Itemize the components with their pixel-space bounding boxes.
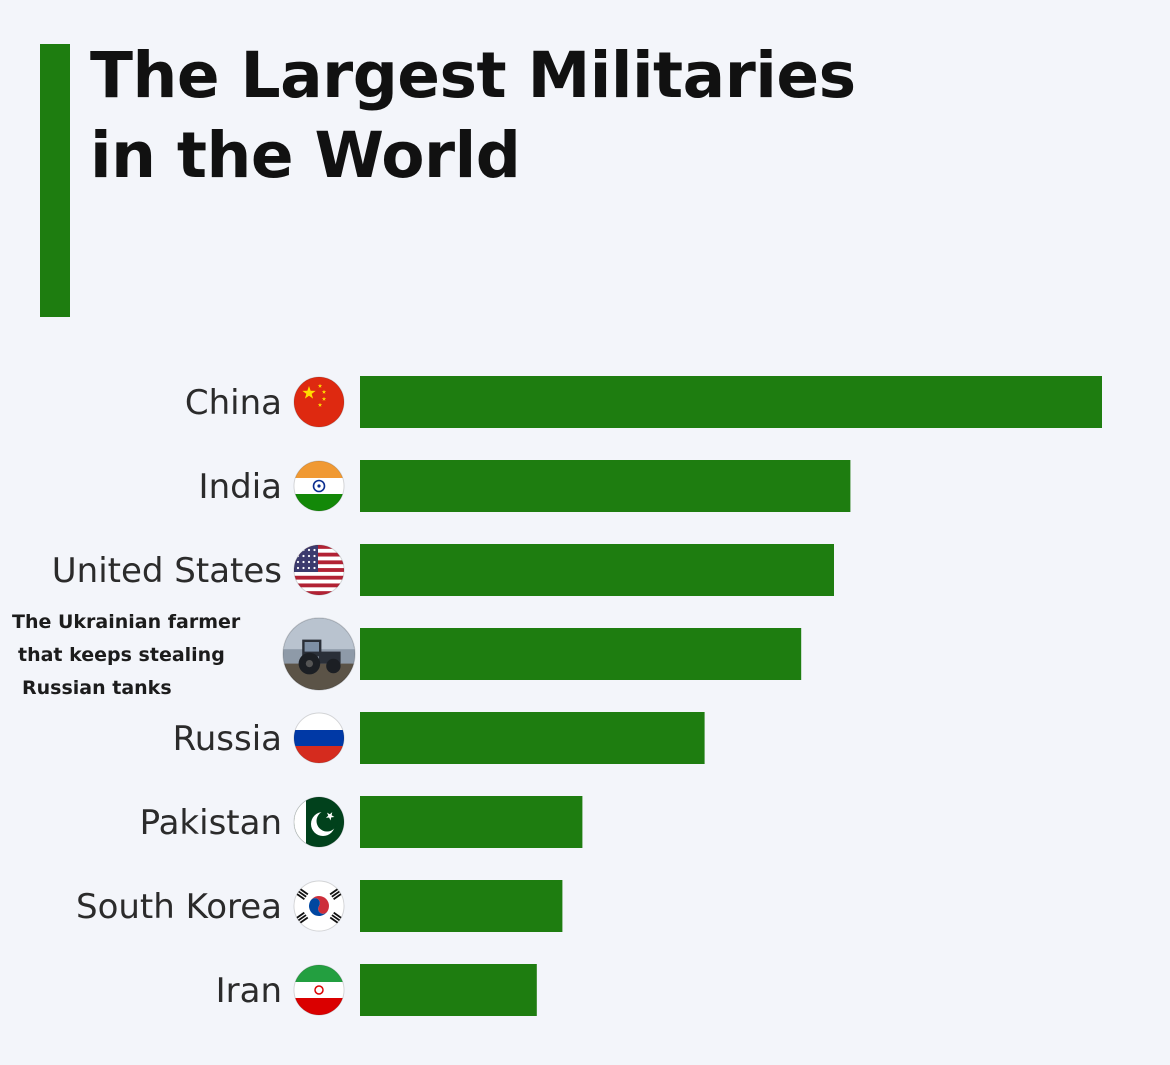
chart-row: Iran xyxy=(216,964,537,1016)
bar xyxy=(360,964,537,1016)
tractor-photo-icon xyxy=(282,617,356,691)
chart-row: South Korea xyxy=(76,880,563,932)
category-label: China xyxy=(185,383,282,423)
category-label-line: Russian tanks xyxy=(22,677,172,699)
chart-title: The Largest Militaries in the World xyxy=(90,36,1130,196)
category-label: Pakistan xyxy=(140,803,282,843)
bar xyxy=(360,712,705,764)
chart-rows: China India United States The Ukrainian far… xyxy=(12,376,1102,1016)
bar xyxy=(360,376,1102,428)
usa-flag-icon xyxy=(293,544,345,596)
pakistan-flag-icon xyxy=(293,796,345,848)
category-label-line: The Ukrainian farmer xyxy=(12,611,241,633)
chart-row: Russia xyxy=(173,712,705,764)
russia-flag-icon xyxy=(293,712,345,764)
chart-row: China xyxy=(185,376,1102,428)
chart-row: Pakistan xyxy=(140,796,583,848)
category-label-line: that keeps stealing xyxy=(18,644,225,666)
iran-flag-icon xyxy=(293,964,345,1016)
bar xyxy=(360,796,583,848)
title-accent-bar xyxy=(40,44,70,317)
bar xyxy=(360,544,834,596)
india-flag-icon xyxy=(293,460,345,512)
chart-title-line-1: The Largest Militaries xyxy=(90,39,856,112)
bar xyxy=(360,628,802,680)
chart-title-line-2: in the World xyxy=(90,119,521,192)
chart-row: India xyxy=(199,460,851,512)
south-korea-flag-icon xyxy=(293,880,345,932)
category-label: South Korea xyxy=(76,887,282,927)
bar xyxy=(360,880,563,932)
china-flag-icon xyxy=(293,376,345,428)
bar xyxy=(360,460,851,512)
category-label: India xyxy=(199,467,282,507)
chart-row: United States xyxy=(52,544,834,596)
chart-row: The Ukrainian farmer that keeps stealing R… xyxy=(12,611,802,699)
category-label: United States xyxy=(52,551,282,591)
category-label: Russia xyxy=(173,719,282,759)
category-label: Iran xyxy=(216,971,282,1011)
